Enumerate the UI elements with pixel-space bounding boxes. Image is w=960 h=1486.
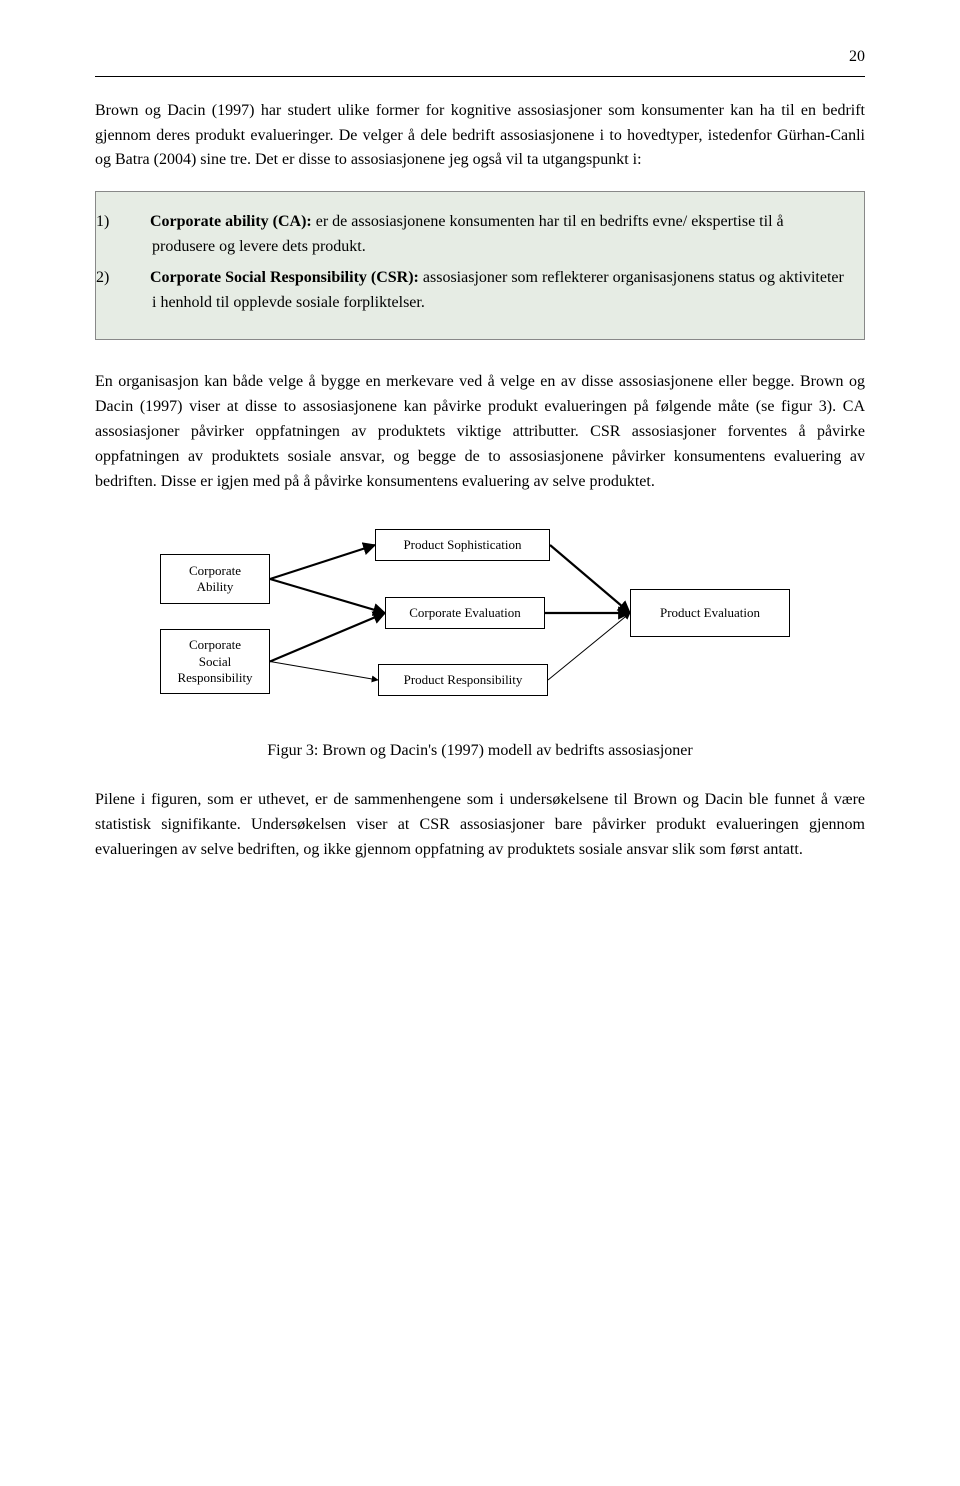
diagram-node-ce: Corporate Evaluation [385,597,545,629]
page-number: 20 [95,45,865,70]
definitions-box: 1) Corporate ability (CA): er de assosia… [95,191,865,340]
box-item-2-num: 2) [124,266,146,291]
box-item-1-term: Corporate ability (CA): [150,213,312,230]
diagram-node-ca: CorporateAbility [160,554,270,604]
diagram-node-ps: Product Sophistication [375,529,550,561]
paragraph-3: Pilene i figuren, som er uthevet, er de … [95,788,865,862]
box-item-1: 1) Corporate ability (CA): er de assosia… [124,210,846,260]
diagram-node-pe: Product Evaluation [630,589,790,637]
paragraph-1: Brown og Dacin (1997) har studert ulike … [95,99,865,173]
paragraph-2: En organisasjon kan både velge å bygge e… [95,370,865,494]
box-item-2-term: Corporate Social Responsibility (CSR): [150,269,419,286]
figure-3-diagram: CorporateAbility CorporateSocialResponsib… [160,519,800,729]
box-item-2: 2) Corporate Social Responsibility (CSR)… [124,266,846,316]
figure-3-caption: Figur 3: Brown og Dacin's (1997) modell … [95,739,865,764]
box-item-1-num: 1) [124,210,146,235]
header-rule [95,76,865,77]
diagram-node-pr: Product Responsibility [378,664,548,696]
diagram-node-csr: CorporateSocialResponsibility [160,629,270,694]
